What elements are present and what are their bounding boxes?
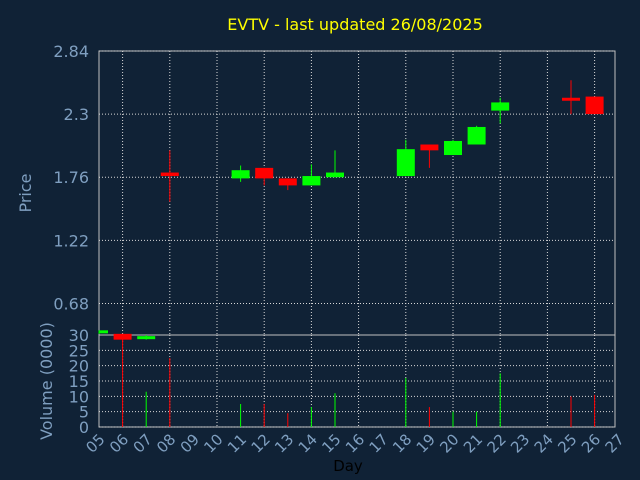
x-tick-label: 07 bbox=[130, 430, 156, 456]
candle bbox=[255, 167, 274, 186]
candles bbox=[98, 80, 604, 341]
candle-body bbox=[255, 167, 274, 179]
candle-body bbox=[160, 172, 179, 177]
price-y-axis: 2.84 2.3 1.76 1.22 0.68 bbox=[53, 42, 89, 313]
x-tick-label: 25 bbox=[554, 430, 580, 456]
candle bbox=[562, 80, 580, 115]
candle-body bbox=[420, 144, 439, 151]
volume-tick-label: 0 bbox=[79, 418, 89, 437]
candle bbox=[420, 144, 439, 168]
candle bbox=[326, 150, 344, 178]
x-tick-label: 12 bbox=[248, 430, 274, 456]
x-tick-label: 16 bbox=[342, 430, 368, 456]
x-tick-label: 18 bbox=[389, 430, 415, 456]
candle-body bbox=[444, 140, 462, 156]
candle bbox=[160, 150, 179, 202]
candle-body bbox=[231, 170, 250, 179]
x-tick-label: 17 bbox=[366, 430, 392, 456]
candle bbox=[396, 139, 415, 177]
candle-body bbox=[562, 97, 580, 101]
candle-body bbox=[467, 126, 486, 145]
volume-tick-label: 25 bbox=[69, 341, 89, 360]
volume-tick-label: 10 bbox=[69, 387, 89, 406]
price-grid bbox=[99, 50, 615, 335]
candle bbox=[98, 330, 108, 334]
x-tick-label: 24 bbox=[531, 430, 557, 456]
candle-body bbox=[396, 149, 415, 177]
x-tick-label: 19 bbox=[413, 430, 439, 456]
x-tick-label: 26 bbox=[578, 430, 604, 456]
x-tick-label: 13 bbox=[271, 430, 297, 456]
candle-body bbox=[302, 176, 321, 186]
candle-body bbox=[491, 102, 510, 111]
candle bbox=[278, 178, 297, 191]
price-panel bbox=[98, 50, 616, 336]
volume-tick-label: 20 bbox=[69, 357, 89, 376]
price-tick-label: 0.68 bbox=[53, 294, 89, 313]
x-tick-label: 15 bbox=[318, 430, 344, 456]
x-tick-label: 22 bbox=[484, 430, 510, 456]
price-tick-label: 1.76 bbox=[53, 168, 89, 187]
x-tick-label: 08 bbox=[153, 430, 179, 456]
candle bbox=[467, 125, 486, 145]
candle bbox=[137, 335, 156, 340]
volume-tick-label: 30 bbox=[69, 326, 89, 345]
volume-grid bbox=[99, 335, 615, 428]
x-tick-label: 11 bbox=[224, 430, 250, 456]
volume-tick-label: 5 bbox=[79, 403, 89, 422]
price-tick-label: 1.22 bbox=[53, 231, 89, 250]
candle-body bbox=[326, 172, 344, 178]
x-tick-label: 20 bbox=[436, 430, 462, 456]
volume-tick-label: 15 bbox=[69, 372, 89, 391]
chart-title: EVTV - last updated 26/08/2025 bbox=[227, 15, 483, 34]
x-tick-label: 23 bbox=[507, 430, 533, 456]
x-tick-label: 27 bbox=[602, 430, 628, 456]
candle bbox=[231, 165, 250, 182]
volume-axis-label: Volume (0000) bbox=[37, 322, 56, 440]
x-tick-label: 09 bbox=[177, 430, 203, 456]
x-tick-label: 10 bbox=[200, 430, 226, 456]
candle bbox=[444, 139, 462, 156]
price-tick-label: 2.3 bbox=[64, 105, 89, 124]
candle-body bbox=[99, 330, 108, 334]
volume-bars bbox=[122, 335, 596, 427]
x-tick-label: 06 bbox=[106, 430, 132, 456]
price-tick-label: 2.84 bbox=[53, 42, 89, 61]
price-axis-label: Price bbox=[16, 173, 35, 212]
candle bbox=[585, 96, 604, 115]
candle-body bbox=[278, 178, 297, 186]
candle bbox=[491, 97, 510, 124]
x-axis-label: Day bbox=[333, 457, 363, 475]
candle bbox=[302, 164, 321, 186]
candle-body bbox=[585, 96, 604, 115]
x-axis: 0506070809101112131415161718192021222324… bbox=[82, 430, 627, 456]
x-tick-label: 21 bbox=[460, 430, 486, 456]
candle-body bbox=[137, 336, 156, 340]
x-tick-label: 14 bbox=[295, 430, 321, 456]
